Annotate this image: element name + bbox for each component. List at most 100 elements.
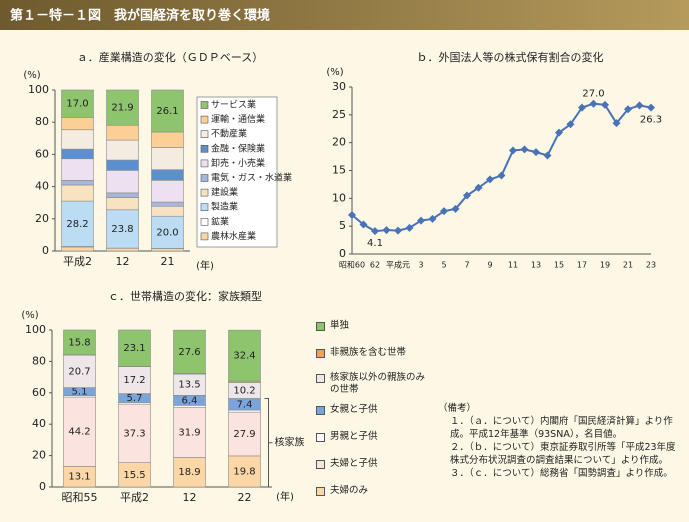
data-label: 37.3 bbox=[123, 428, 145, 439]
marker bbox=[532, 148, 540, 157]
notes: （備考） １．（ａ．について）内閣府「国民経済計算」より作成。平成12年基準（9… bbox=[438, 402, 680, 480]
bar-segment bbox=[106, 209, 139, 249]
legend-swatch bbox=[200, 203, 209, 211]
legend-swatch bbox=[316, 487, 325, 496]
y-tick-label: 100 bbox=[25, 323, 46, 336]
x-tick-label: 21 bbox=[623, 261, 633, 270]
note-item: ２．（ｂ．について）東京証券取引所等「平成23年度株式分布状況調査の調査結果につ… bbox=[450, 442, 676, 466]
bar-segment bbox=[173, 329, 206, 374]
x-tick-label: 22 bbox=[238, 491, 252, 504]
bar-segment bbox=[151, 131, 184, 148]
legend-entry: 核家族以外の親族のみの世帯 bbox=[316, 372, 436, 396]
marker bbox=[624, 105, 632, 114]
y-tick-label: 80 bbox=[32, 354, 46, 367]
chart-title: ａ．産業構造の変化（ＧＤＰベース） bbox=[77, 50, 263, 64]
bar-segment bbox=[228, 455, 261, 488]
y-tick-label: 60 bbox=[35, 147, 49, 160]
data-label: 18.9 bbox=[178, 467, 200, 478]
y-tick-label: 5 bbox=[339, 219, 346, 232]
legend-label: 不動産業 bbox=[211, 128, 247, 140]
bar-segment bbox=[106, 89, 139, 126]
legend-label: 電気・ガス・水道業 bbox=[211, 172, 292, 184]
legend-swatch bbox=[316, 433, 325, 442]
legend-label: 建設業 bbox=[211, 186, 238, 198]
data-label: 7.4 bbox=[237, 399, 253, 410]
marker bbox=[359, 220, 368, 229]
x-tick-label: 19 bbox=[600, 261, 610, 270]
marker bbox=[520, 145, 529, 154]
marker bbox=[612, 119, 621, 128]
bar-segment bbox=[118, 403, 151, 463]
marker bbox=[589, 99, 598, 108]
x-tick-label: 23 bbox=[646, 261, 656, 270]
bracket-label: 核家族 bbox=[275, 436, 305, 449]
data-label: 26.3 bbox=[640, 115, 662, 126]
x-tick-label: 11 bbox=[508, 261, 518, 270]
bar-segment bbox=[61, 180, 94, 186]
bar-segment bbox=[106, 170, 139, 194]
bar-segment bbox=[151, 215, 184, 249]
data-label: 17.2 bbox=[123, 375, 145, 386]
bar-segment bbox=[61, 158, 94, 181]
y-tick-label: 25 bbox=[332, 108, 346, 121]
x-tick-label: 3 bbox=[418, 261, 423, 270]
bar-segment bbox=[61, 200, 94, 247]
x-tick-label: 平成2 bbox=[63, 255, 92, 268]
x-tick-label: 平成2 bbox=[120, 491, 149, 504]
legend-label: 卸売・小売業 bbox=[211, 157, 265, 169]
y-tick-label: 80 bbox=[35, 115, 49, 128]
data-label: 13.5 bbox=[178, 380, 200, 391]
notes-heading: （備考） bbox=[438, 403, 477, 414]
marker bbox=[463, 191, 471, 200]
data-label: 32.4 bbox=[233, 351, 255, 362]
legend-swatch bbox=[316, 406, 325, 415]
data-label: 10.2 bbox=[233, 385, 255, 396]
legend-entry: 夫婦と子供 bbox=[316, 458, 436, 470]
y-tick-label: 15 bbox=[332, 164, 346, 177]
marker bbox=[647, 103, 655, 112]
data-label: 4.1 bbox=[367, 238, 383, 249]
legend-label: 金融・保険業 bbox=[211, 142, 265, 154]
bar-segment bbox=[106, 159, 139, 171]
data-label: 23.1 bbox=[123, 343, 145, 354]
data-label: 17.0 bbox=[66, 99, 88, 110]
x-tick-label: 17 bbox=[577, 261, 587, 270]
legend-entry: 夫婦のみ bbox=[316, 485, 436, 497]
x-tick-label: 9 bbox=[487, 261, 492, 270]
x-tick-label: 13 bbox=[531, 261, 541, 270]
x-tick-label: 昭和60 bbox=[339, 261, 365, 270]
bar-segment bbox=[228, 329, 261, 382]
data-label: 21.9 bbox=[111, 103, 133, 114]
y-tick-label: 0 bbox=[42, 244, 49, 257]
legend-entry: 非親族を含む世帯 bbox=[316, 347, 436, 359]
bar-segment bbox=[173, 406, 206, 458]
bar-segment bbox=[61, 89, 94, 118]
legend-entry: 単独 bbox=[316, 320, 436, 332]
y-tick-label: 30 bbox=[332, 80, 346, 93]
bar-segment bbox=[61, 148, 94, 160]
y-tick-label: 10 bbox=[332, 191, 346, 204]
note-item: １．（ａ．について）内閣府「国民経済計算」より作成。平成12年基準（93SNA）… bbox=[450, 416, 673, 440]
marker bbox=[382, 226, 391, 235]
legend-swatch bbox=[200, 101, 209, 109]
x-tick-label: 15 bbox=[554, 261, 564, 270]
bar-segment bbox=[228, 409, 261, 413]
legend-swatch bbox=[200, 159, 209, 168]
marker bbox=[555, 128, 563, 137]
legend-label: 非親族を含む世帯 bbox=[330, 347, 407, 358]
data-label: 28.2 bbox=[66, 219, 88, 230]
bar-segment bbox=[106, 139, 139, 161]
y-tick-label: 60 bbox=[32, 386, 46, 399]
bar-segment bbox=[106, 197, 139, 211]
data-label: 23.8 bbox=[111, 224, 133, 235]
bracket bbox=[264, 397, 273, 488]
legend-label: 運輸・通信業 bbox=[211, 113, 265, 125]
marker bbox=[451, 204, 460, 213]
y-axis-label: (%) bbox=[21, 310, 38, 321]
legend-label: 核家族以外の親族のみの世帯 bbox=[330, 372, 426, 395]
x-tick-label: 62 bbox=[370, 261, 380, 270]
bar-segment bbox=[61, 129, 94, 150]
x-tick-label: 7 bbox=[464, 261, 469, 270]
data-label: 44.2 bbox=[68, 427, 90, 438]
